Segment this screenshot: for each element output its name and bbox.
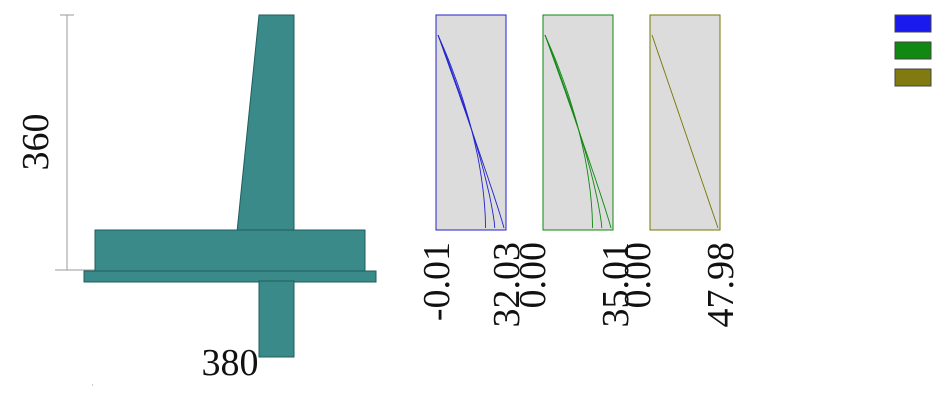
stress-panel-1: -0.01 32.03 [416, 14, 528, 328]
olive-swatch-icon [894, 68, 932, 87]
panel-1-max-label: 32.03 [486, 242, 528, 328]
panel-3-frame [649, 14, 721, 231]
blue-swatch-icon [894, 14, 932, 33]
web-tapered [236, 14, 295, 233]
width-dimension-label: 380 [202, 342, 259, 384]
panel-3-min-label: 0.00 [617, 242, 659, 309]
stress-panel-2: 0.00 35.01 [512, 14, 637, 328]
panel-3-curve-1 [651, 34, 719, 229]
green-swatch-icon [894, 41, 932, 60]
panel-2-min-label: 0.00 [512, 242, 554, 309]
panel-1-min-label: -0.01 [416, 242, 458, 321]
top-flange [94, 229, 366, 273]
height-dimension-label: 360 [15, 114, 57, 171]
stress-panel-3: 0.00 47.98 [617, 14, 742, 328]
panel-2-max-label: 35.01 [595, 242, 637, 328]
panel-2-curve-3 [544, 34, 612, 229]
width-dimension: 380 [92, 342, 366, 386]
panel-1-curve-3 [437, 34, 505, 229]
height-dimension: 360 [15, 14, 95, 271]
panel-3-max-label: 47.98 [700, 242, 742, 328]
section-shape [83, 14, 377, 358]
panel-3-curves [651, 34, 719, 229]
stem-below [258, 280, 295, 358]
panel-2-frame [542, 14, 614, 231]
base-plate [83, 270, 377, 283]
panel-1-curves [437, 34, 505, 229]
panel-2-curves [544, 34, 612, 229]
legend [894, 14, 932, 87]
panel-1-frame [435, 14, 507, 231]
